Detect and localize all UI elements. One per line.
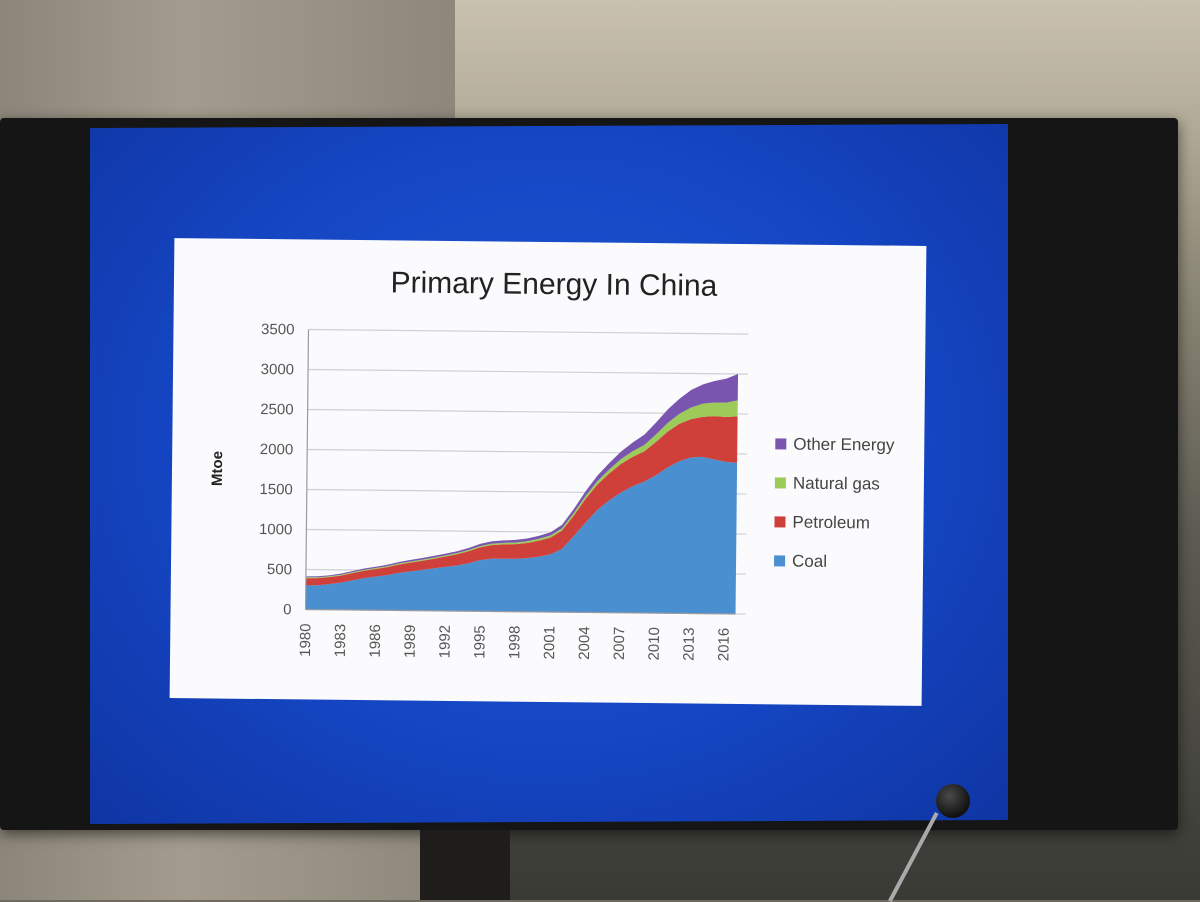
y-tick-label: 1000	[259, 521, 293, 538]
x-tick-label: 2010	[646, 627, 663, 661]
chart-title: Primary Energy In China	[390, 266, 717, 302]
microphone	[936, 784, 970, 818]
y-tick-label: 0	[283, 601, 292, 618]
stacked-areas	[305, 373, 739, 614]
x-axis-line	[305, 608, 736, 615]
area-other-energy	[305, 373, 739, 578]
x-tick-labels: 1980 1983 1986 1989 1992 1995 1998 2001 2004 2007…	[297, 623, 733, 661]
axes	[304, 329, 736, 615]
area-petroleum	[305, 416, 738, 586]
y-tick-label: 3500	[261, 321, 295, 338]
x-tick-label: 2001	[541, 626, 558, 660]
legend-label: Coal	[792, 552, 827, 571]
tv-stand	[420, 830, 510, 900]
area-coal	[305, 456, 738, 614]
area-natural-gas	[305, 400, 738, 579]
legend-swatch	[774, 555, 786, 567]
chart-card: Primary Energy In China 0 500 1000 1500 2000…	[169, 238, 927, 706]
y-tick-label: 3000	[261, 361, 295, 378]
legend-swatch	[774, 516, 786, 528]
legend-swatch	[775, 438, 787, 450]
x-tick-label: 2007	[611, 627, 628, 661]
legend-label: Other Energy	[793, 435, 895, 455]
y-axis-line	[304, 329, 310, 610]
y-tick-labels: 0 500 1000 1500 2000 2500 3000 3500	[259, 321, 295, 618]
x-tick-label: 2016	[715, 628, 732, 662]
gridline	[308, 328, 749, 335]
legend-swatch	[774, 477, 786, 489]
x-tick-label: 1998	[506, 626, 523, 660]
gridline	[308, 368, 749, 375]
y-axis-label: Mtoe	[209, 451, 226, 486]
x-tick-label: 1995	[471, 625, 488, 659]
x-tick-label: 2013	[681, 627, 698, 661]
y-tick-label: 500	[267, 561, 292, 578]
energy-chart: Primary Energy In China 0 500 1000 1500 2000…	[209, 266, 895, 661]
x-tick-label: 1986	[367, 624, 384, 658]
legend-label: Petroleum	[792, 513, 870, 533]
x-tick-label: 1989	[402, 624, 419, 658]
x-tick-label: 1983	[332, 624, 349, 658]
x-tick-label: 2004	[576, 626, 593, 660]
y-tick-label: 2000	[260, 441, 294, 458]
y-tick-label: 2500	[260, 401, 294, 418]
x-tick-label: 1992	[437, 625, 454, 659]
x-tick-label: 1980	[297, 623, 314, 657]
y-tick-label: 1500	[259, 481, 293, 498]
legend-label: Natural gas	[793, 474, 880, 494]
chart-legend: Other Energy Natural gas Petroleum Coal	[774, 435, 895, 571]
